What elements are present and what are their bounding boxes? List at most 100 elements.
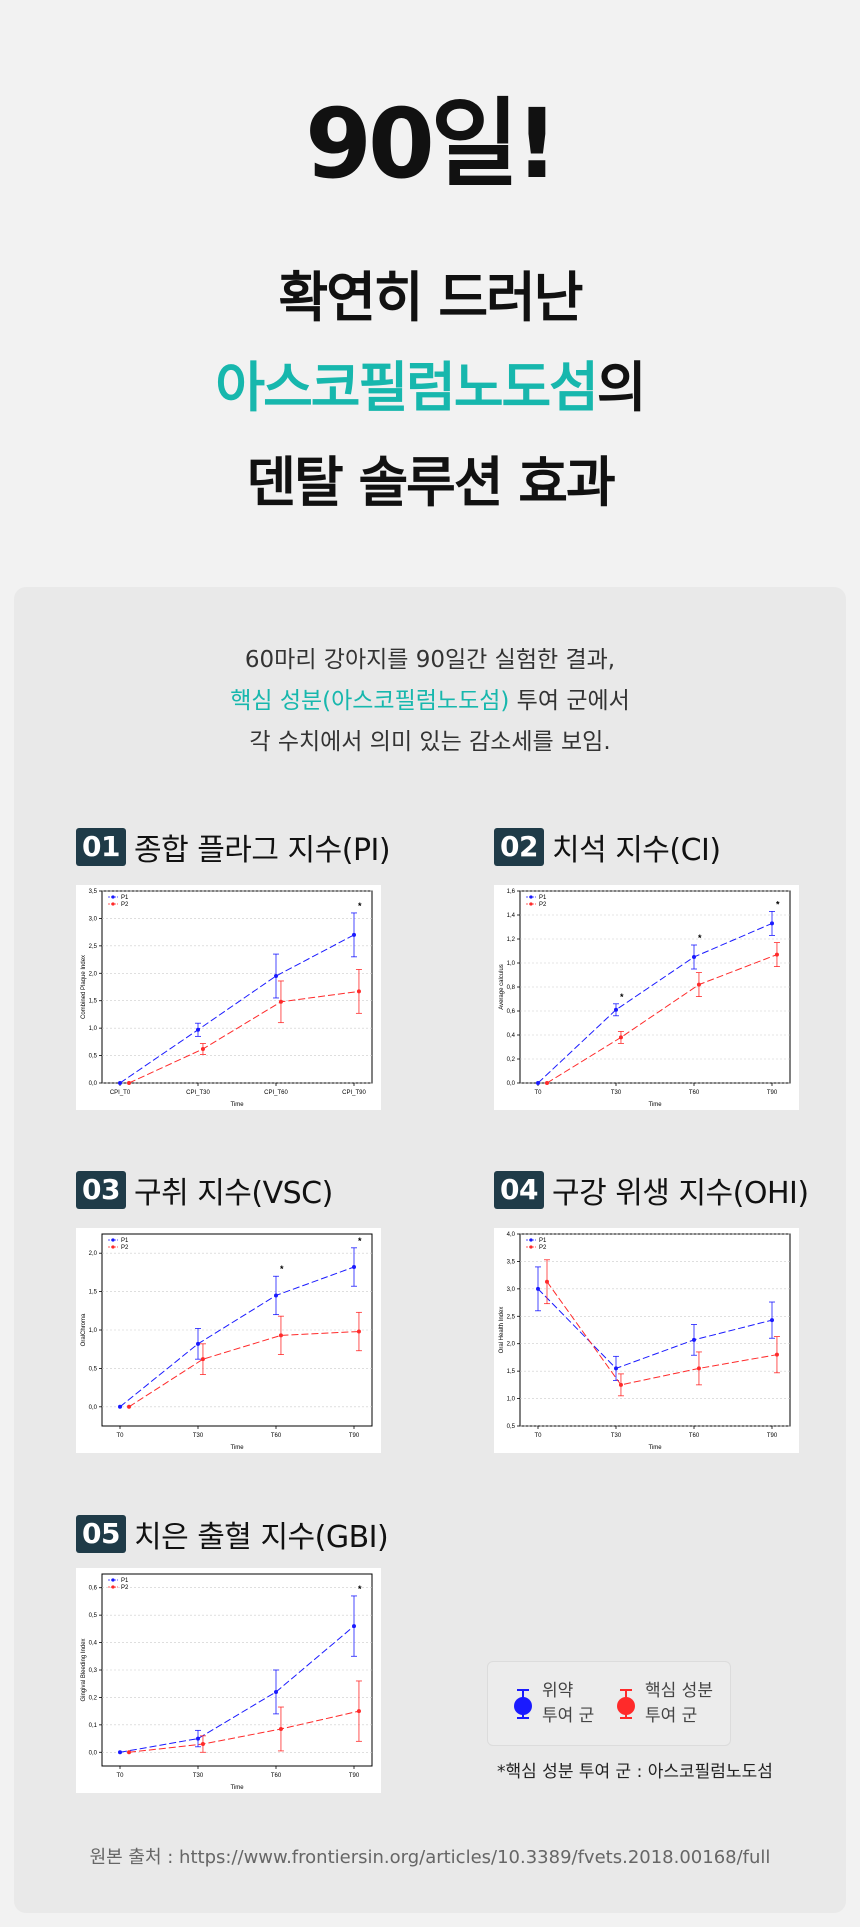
series-line-P2: [546, 954, 778, 1084]
legend-marker-P2: [529, 1245, 533, 1249]
data-point-P1: [118, 1081, 122, 1085]
data-point-P1: [614, 1007, 618, 1012]
x-tick-label: T30: [193, 1773, 204, 1779]
y-tick-label: 3,0: [89, 916, 98, 922]
legend-label-P1: P1: [121, 1578, 129, 1584]
data-point-P2: [545, 1081, 549, 1085]
y-tick-label: 3,0: [507, 1287, 516, 1293]
data-point-P2: [618, 1382, 623, 1387]
x-tick-label: CPI_T60: [264, 1090, 288, 1096]
y-tick-label: 0,0: [89, 1081, 98, 1087]
x-tick-label: T90: [767, 1090, 778, 1096]
legend-marker-P2: [111, 1585, 115, 1589]
y-tick-label: 0,0: [507, 1081, 516, 1087]
data-point-P1: [352, 1624, 356, 1629]
legend-label-P1: P1: [121, 895, 129, 901]
data-point-P2: [696, 1366, 701, 1371]
y-axis-label: Combined Plaque Index: [81, 955, 87, 1019]
series-line-P1: [537, 922, 773, 1084]
chart-ci-svg: 0,0 0,2 0,4 0,6 0,8 1,0 1,2 1,4 1,6 T0 T30 T60 T90 Ti…: [499, 889, 791, 1108]
data-point-P2: [356, 1329, 361, 1334]
chart-title-text-4: 구강 위생 지수(OHI): [551, 1176, 809, 1211]
legend-marker-P2: [529, 902, 533, 906]
y-axis-label: Average calculus: [499, 964, 505, 1010]
chart-title-5: 05 치은 출혈 지수(GBI): [76, 1512, 389, 1556]
data-point-P2: [774, 952, 779, 957]
data-point-P2: [127, 1081, 131, 1085]
x-tick-label: T0: [534, 1433, 542, 1439]
chart-num-1: 01: [76, 828, 126, 866]
chart-ohi: 0,5 1,0 1,5 2,0 2,5 3,0 3,5 4,0 T0 T30 T60 T90 Time O…: [494, 1228, 799, 1453]
series-line-P2: [128, 1331, 359, 1408]
y-axis-label: Oral Health Index: [499, 1307, 505, 1354]
legend-marker-P1: [529, 1238, 533, 1242]
legend-marker-P2: [111, 1245, 115, 1249]
y-tick-label: 3,5: [507, 1259, 516, 1265]
data-point-P1: [196, 1736, 200, 1741]
x-tick-label: T60: [271, 1773, 282, 1779]
source-link[interactable]: 원본 출처 : https://www.frontiersin.org/arti…: [89, 1847, 771, 1868]
y-tick-label: 1,6: [507, 889, 516, 895]
legend-label-P2: P2: [121, 1585, 129, 1591]
x-tick-label: T60: [689, 1090, 700, 1096]
data-point-P2: [618, 1035, 623, 1040]
y-tick-label: 1,4: [507, 913, 516, 919]
data-point-P2: [696, 982, 701, 987]
y-tick-label: 0,6: [507, 1009, 516, 1015]
legend-label-P1: P1: [539, 895, 547, 901]
x-axis-label: Time: [648, 1445, 662, 1451]
x-tick-label: T30: [193, 1433, 204, 1439]
data-point-P2: [356, 1709, 361, 1714]
chart-gbi: 0,0 0,1 0,2 0,3 0,4 0,5 0,6 T0 T30 T60 T90 Time Ging…: [76, 1568, 381, 1793]
data-point-P2: [278, 999, 283, 1004]
y-tick-label: 0,4: [507, 1033, 516, 1039]
hero-line-3: 아스코필럼노도섬의: [0, 361, 860, 415]
chart-title-4: 04 구강 위생 지수(OHI): [494, 1168, 809, 1212]
chart-num-3: 03: [76, 1171, 126, 1209]
y-tick-label: 0,2: [507, 1057, 516, 1063]
data-point-P1: [770, 921, 774, 926]
plot-frame: [519, 1233, 791, 1427]
data-point-P1: [196, 1341, 200, 1346]
significance-star: *: [620, 992, 624, 1002]
legend-p1-line2: 투여 군: [542, 1705, 595, 1726]
legend-box: 위약 투여 군 핵심 성분 투여 군: [487, 1661, 731, 1746]
x-tick-label: T60: [271, 1433, 282, 1439]
y-tick-label: 2,5: [89, 944, 98, 950]
significance-star: *: [776, 899, 780, 909]
data-point-P1: [614, 1366, 618, 1371]
data-point-P1: [352, 1265, 356, 1270]
data-point-P1: [692, 955, 696, 959]
x-tick-label: T0: [534, 1090, 542, 1096]
data-point-P2: [200, 1357, 205, 1362]
data-point-P1: [274, 1689, 278, 1694]
y-tick-label: 2,0: [89, 1251, 98, 1257]
y-tick-label: 0,5: [89, 1613, 98, 1619]
y-tick-label: 0,6: [89, 1586, 98, 1592]
intro-suffix: 투여 군에서: [509, 688, 630, 714]
legend-label-P1: P1: [539, 1238, 547, 1244]
intro-line-1: 60마리 강아지를 90일간 실험한 결과,: [244, 647, 616, 673]
series-line-P2: [128, 990, 360, 1084]
active-marker-icon: [617, 1688, 635, 1719]
significance-star: *: [358, 901, 362, 911]
hero-line-2: 확연히 드러난: [278, 266, 584, 329]
legend-marker-P2: [111, 902, 115, 906]
data-point-P1: [118, 1750, 122, 1755]
y-tick-label: 0,4: [89, 1641, 98, 1647]
y-tick-label: 0,5: [89, 1366, 98, 1372]
y-tick-label: 1,5: [89, 1290, 98, 1296]
y-tick-label: 1,5: [507, 1369, 516, 1375]
data-point-P1: [118, 1404, 122, 1409]
y-tick-label: 0,2: [89, 1695, 98, 1701]
chart-title-3: 03 구취 지수(VSC): [76, 1168, 333, 1212]
chart-vsc-svg: 0,0 0,5 1,0 1,5 2,0 T0 T30 T60 T90 Time OralChroma…: [81, 1233, 373, 1451]
x-tick-label: T60: [689, 1433, 700, 1439]
y-tick-label: 0,8: [507, 985, 516, 991]
y-tick-label: 2,5: [507, 1314, 516, 1320]
legend-marker-P1: [529, 895, 533, 899]
chart-title-1: 01 종합 플라그 지수(PI): [76, 825, 391, 869]
y-axis-label: OralChroma: [81, 1313, 87, 1346]
data-point-P2: [200, 1742, 205, 1747]
series-line-P1: [119, 934, 355, 1084]
